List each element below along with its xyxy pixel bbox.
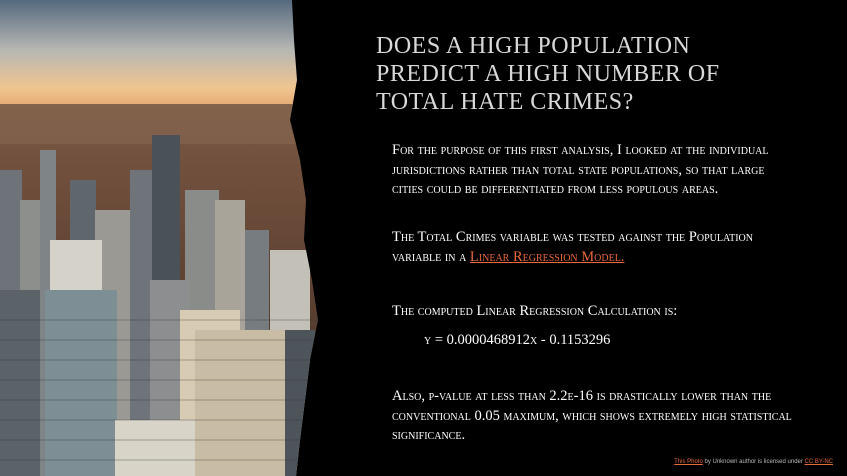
paragraph-model-text: The Total Crimes variable was tested aga… [392, 229, 753, 265]
paragraph-p-value: Also, p-value at less than 2.2e-16 is dr… [392, 388, 792, 443]
regression-equation: y = 0.0000468912x - 0.1153296 [424, 332, 611, 348]
linear-regression-link[interactable]: Linear Regression Model. [469, 248, 625, 265]
paragraph-analysis-scope: For the purpose of this first analysis, … [392, 142, 769, 197]
paragraph-calculation-intro: The computed Linear Regression Calculati… [392, 303, 678, 319]
slide-title: Does a high population predict a high nu… [376, 33, 720, 115]
photo-link[interactable]: This Photo [674, 459, 703, 465]
caption-text: by Unknown author is licensed under [702, 459, 805, 465]
license-link[interactable]: CC BY-NC [804, 459, 833, 465]
city-skyline-photo [0, 0, 330, 476]
photo-credit-caption: This Photo by Unknown author is licensed… [674, 459, 833, 465]
paragraph-model-description: The Total Crimes variable was tested aga… [392, 228, 802, 267]
